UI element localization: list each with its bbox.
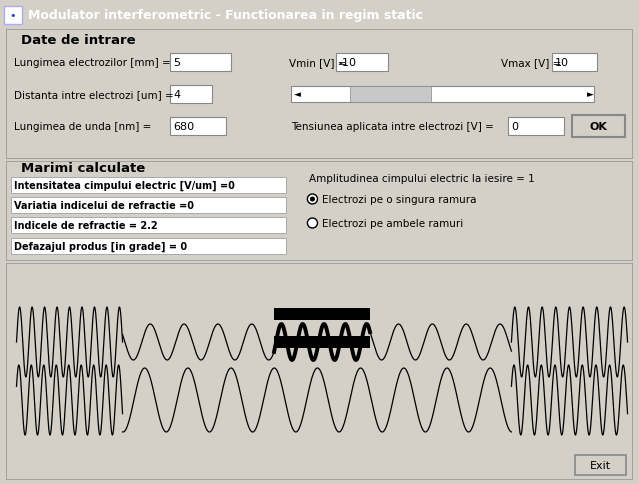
Text: ◄: ◄: [294, 91, 301, 99]
Text: Indicele de refractie = 2.2: Indicele de refractie = 2.2: [15, 221, 158, 230]
Text: Tensiunea aplicata intre electrozi [V] =: Tensiunea aplicata intre electrozi [V] =: [291, 122, 494, 132]
Bar: [12, 197, 286, 213]
Bar: [274, 308, 370, 320]
Text: •: •: [10, 11, 16, 21]
Text: 680: 680: [173, 122, 194, 132]
Circle shape: [307, 195, 318, 205]
Bar: [335, 54, 388, 72]
Text: 5: 5: [173, 58, 180, 68]
Bar: [4, 7, 22, 25]
Text: Electrozi pe o singura ramura: Electrozi pe o singura ramura: [321, 195, 476, 205]
Bar: [12, 217, 286, 233]
Text: Distanta intre electrozi [um] =: Distanta intre electrozi [um] =: [15, 90, 174, 100]
Text: Variatia indicelui de refractie =0: Variatia indicelui de refractie =0: [15, 200, 194, 211]
Bar: [552, 54, 597, 72]
Text: 4: 4: [173, 90, 180, 100]
Text: Date de intrare: Date de intrare: [20, 33, 135, 46]
Bar: [572, 116, 624, 138]
Text: Exit: Exit: [590, 460, 611, 470]
Text: Amplitudinea cimpului electric la iesire = 1: Amplitudinea cimpului electric la iesire…: [309, 174, 535, 183]
Bar: [170, 118, 226, 136]
Text: Defazajul produs [in grade] = 0: Defazajul produs [in grade] = 0: [15, 242, 188, 252]
Text: Electrozi pe ambele ramuri: Electrozi pe ambele ramuri: [321, 219, 463, 228]
Text: -10: -10: [339, 58, 357, 68]
Bar: [12, 178, 286, 194]
Bar: [350, 87, 431, 103]
Circle shape: [307, 219, 318, 228]
Text: Vmax [V] =: Vmax [V] =: [502, 58, 562, 68]
Text: Intensitatea cimpului electric [V/um] =0: Intensitatea cimpului electric [V/um] =0: [15, 181, 235, 191]
Bar: [170, 54, 231, 72]
Bar: [509, 118, 564, 136]
Text: ►: ►: [587, 91, 594, 99]
Text: 0: 0: [511, 122, 518, 132]
Bar: [575, 455, 626, 475]
Text: Lungimea de unda [nm] =: Lungimea de unda [nm] =: [15, 122, 152, 132]
Circle shape: [310, 197, 315, 202]
Text: Marimi calculate: Marimi calculate: [20, 162, 145, 175]
Bar: [274, 336, 370, 348]
Bar: [12, 239, 286, 255]
Text: Modulator interferometric - Functionarea in regim static: Modulator interferometric - Functionarea…: [28, 9, 423, 21]
Text: 10: 10: [555, 58, 569, 68]
Text: Vmin [V] =: Vmin [V] =: [289, 58, 347, 68]
Bar: [291, 87, 594, 103]
Text: OK: OK: [589, 122, 607, 132]
Bar: [170, 86, 212, 104]
Text: Lungimea electrozilor [mm] =: Lungimea electrozilor [mm] =: [15, 58, 171, 68]
